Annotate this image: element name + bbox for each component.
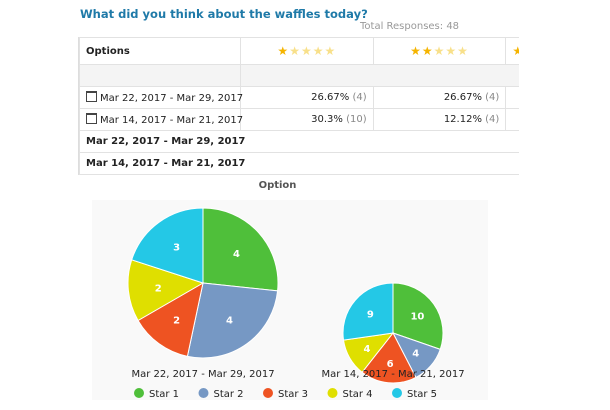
slice-label: 2 (173, 315, 180, 326)
legend-item[interactable]: Star 4 (327, 388, 373, 400)
rating-3-star-header: ★★★★★ (505, 37, 519, 65)
pie-chart-svg: 4 4 2 2 3 Mar 22, 2017 - Mar 29, 2017 10 4 6 4 9 Ma… (127, 207, 465, 400)
legend-label: Star 3 (278, 389, 308, 400)
table-row: Mar 22, 2017 - Mar 29, 2017 26.67% (4) 2… (79, 86, 519, 109)
pie-slice[interactable] (392, 282, 444, 350)
legend-label: Star 2 (214, 389, 244, 400)
slice-label: 6 (387, 359, 394, 370)
legend-label: Star 4 (343, 389, 373, 400)
slice-label: 4 (226, 315, 233, 326)
legend-marker (198, 388, 209, 398)
calendar-icon (86, 113, 97, 124)
legend-item[interactable]: Star 2 (198, 388, 244, 400)
pie-chart: 4 4 2 2 3 Mar 22, 2017 - Mar 29, 2017 10 4 6 4 9 Ma… (92, 200, 488, 400)
slice-label: 4 (364, 344, 371, 355)
legend-item[interactable]: Star 3 (263, 388, 308, 400)
pie-slice[interactable] (342, 282, 394, 341)
slice-label: 4 (233, 249, 240, 260)
empty-row (79, 64, 241, 87)
pie-slice[interactable] (131, 207, 204, 284)
pie-label: Mar 22, 2017 - Mar 29, 2017 (131, 369, 274, 380)
legend-marker (327, 388, 338, 398)
group-row[interactable]: Mar 14, 2017 - Mar 21, 2017 (79, 152, 519, 175)
total-responses: Total Responses: 48 (360, 21, 460, 32)
slice-label: 4 (412, 349, 419, 360)
slice-label: 2 (155, 284, 162, 295)
group-row[interactable]: Mar 22, 2017 - Mar 29, 2017 (79, 130, 519, 153)
pie-slice[interactable] (186, 282, 279, 359)
options-header: Options (79, 37, 241, 65)
chart-title: Option (258, 180, 297, 191)
table-row: Mar 14, 2017 - Mar 21, 2017 30.3% (10) 1… (79, 108, 519, 131)
slice-label: 10 (410, 312, 424, 323)
pie-slice[interactable] (137, 282, 204, 357)
results-table: Options ★★★★★ ★★★★★ ★★★★★ Mar 22, 2017 -… (78, 37, 519, 175)
legend-item[interactable]: Star 5 (392, 388, 437, 400)
calendar-icon (86, 91, 97, 102)
legend-marker (134, 388, 144, 398)
legend-marker (263, 388, 273, 398)
slice-label: 3 (173, 243, 180, 254)
legend-item[interactable]: Star 1 (134, 388, 179, 400)
legend-label: Star 5 (407, 389, 437, 400)
pie-label: Mar 14, 2017 - Mar 21, 2017 (321, 369, 464, 380)
pie-slice[interactable] (202, 207, 279, 292)
pie-slice[interactable] (127, 259, 205, 322)
pie-slice[interactable] (361, 332, 417, 384)
legend-label: Star 1 (149, 389, 179, 400)
slice-label: 9 (367, 309, 374, 320)
legend-marker (392, 388, 402, 398)
rating-2-star-header: ★★★★★ (372, 37, 507, 65)
rating-1-star-header: ★★★★★ (240, 37, 374, 65)
question-title: What did you think about the waffles tod… (80, 7, 368, 21)
